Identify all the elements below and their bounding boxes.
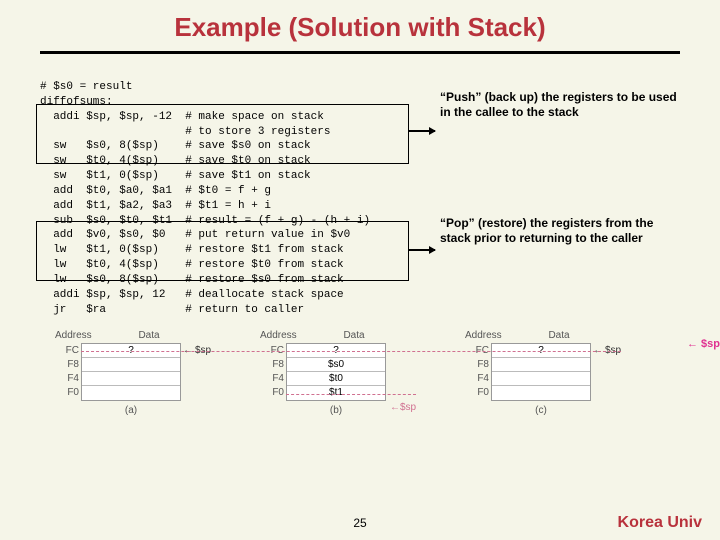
col-header: Address Data — [55, 330, 215, 341]
footer-brand: Korea Univ — [618, 514, 702, 532]
panel-label: (a) — [81, 405, 181, 416]
addr-label: F8 — [260, 359, 284, 370]
pop-note: “Pop” (restore) the registers from the s… — [440, 216, 685, 246]
stack-cell — [82, 386, 180, 400]
code-header: # $s0 = result diffofsums: — [40, 81, 132, 108]
stack-panel-a: Address Data FC F8 F4 F0 ? $sp (a) — [55, 330, 215, 416]
dashed-line-b — [286, 394, 416, 395]
data-header: Data — [288, 330, 420, 341]
pop-arrow — [409, 249, 435, 251]
stack-cell: $s0 — [287, 358, 385, 372]
data-header: Data — [493, 330, 625, 341]
panel-label: (c) — [491, 405, 591, 416]
stack-cell — [492, 386, 590, 400]
stack-cell: $t0 — [287, 372, 385, 386]
addr-label: FC — [55, 345, 79, 356]
addr-label: F4 — [55, 373, 79, 384]
col-header: Address Data — [465, 330, 625, 341]
addr-label: F8 — [465, 359, 489, 370]
dashed-line-top — [81, 351, 621, 352]
stack-cell — [492, 372, 590, 386]
push-note: “Push” (back up) the registers to be use… — [440, 90, 685, 120]
addr-label: F0 — [55, 387, 79, 398]
stack-cell — [82, 372, 180, 386]
stack-panel-c: Address Data FC F8 F4 F0 ? $sp (c) — [465, 330, 625, 416]
data-header: Data — [83, 330, 215, 341]
push-arrow — [409, 130, 435, 132]
stack-diagram: Address Data FC F8 F4 F0 ? $sp (a) Addre… — [55, 330, 630, 490]
addr-header: Address — [55, 330, 83, 341]
addr-label: F4 — [260, 373, 284, 384]
stack-cell: $t1 — [287, 386, 385, 400]
addr-label: F0 — [465, 387, 489, 398]
stack-cell — [82, 358, 180, 372]
addr-header: Address — [465, 330, 493, 341]
addr-label: F4 — [465, 373, 489, 384]
addr-header: Address — [260, 330, 288, 341]
page-title: Example (Solution with Stack) — [0, 0, 720, 43]
code-body: addi $sp, $sp, -12 # make space on stack… — [40, 111, 370, 316]
title-rule — [40, 51, 680, 54]
addr-label: F0 — [260, 387, 284, 398]
sp-pointer-b: ←$sp — [390, 402, 416, 413]
sp-legend: $sp — [687, 338, 720, 350]
col-header: Address Data — [260, 330, 420, 341]
addr-label: F8 — [55, 359, 79, 370]
stack-cell — [492, 358, 590, 372]
page-number: 25 — [0, 516, 720, 530]
panel-label: (b) — [286, 405, 386, 416]
code-listing: # $s0 = result diffofsums: addi $sp, $sp… — [40, 80, 370, 318]
